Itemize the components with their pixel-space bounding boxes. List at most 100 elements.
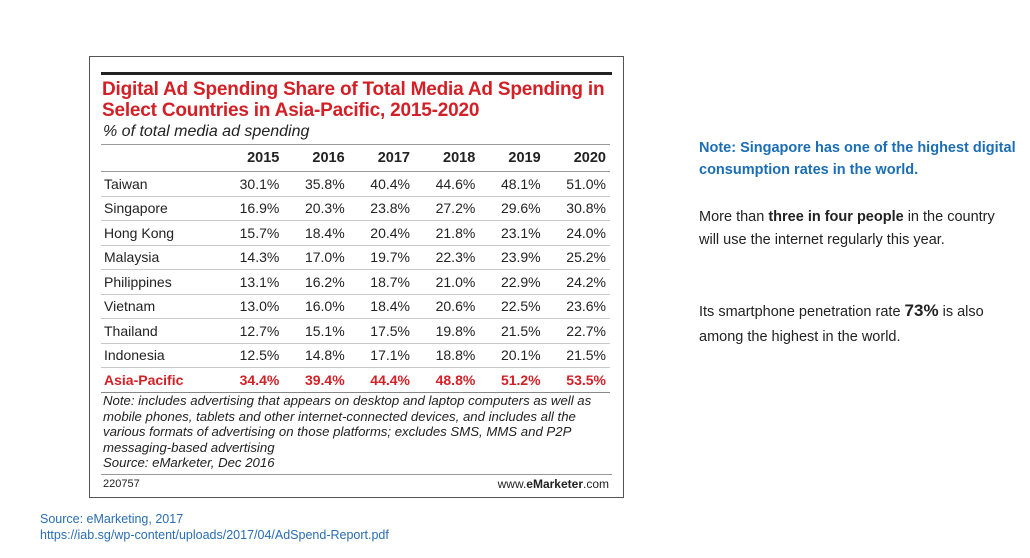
brand-name: eMarketer bbox=[526, 477, 583, 491]
value-cell: 21.0% bbox=[413, 269, 480, 295]
p1-a: More than bbox=[699, 209, 769, 225]
value-cell: 18.4% bbox=[283, 220, 349, 246]
value-cell: 23.6% bbox=[544, 294, 610, 319]
value-cell: 24.2% bbox=[544, 269, 610, 295]
table-row: Hong Kong 15.7% 18.4% 20.4% 21.8% 23.1% 24.0% bbox=[101, 220, 610, 246]
top-rule bbox=[101, 72, 612, 75]
value-cell: 13.0% bbox=[218, 294, 284, 319]
side-note: Note: Singapore has one of the highest d… bbox=[699, 140, 1016, 178]
value-cell: 22.7% bbox=[544, 318, 610, 344]
value-cell: 29.6% bbox=[479, 196, 545, 221]
value-cell: 20.6% bbox=[413, 294, 480, 319]
value-cell: 16.2% bbox=[283, 269, 349, 295]
total-value-cell: 34.4% bbox=[218, 367, 284, 393]
value-cell: 17.1% bbox=[348, 343, 414, 368]
header-year: 2019 bbox=[479, 144, 545, 172]
value-cell: 17.0% bbox=[283, 245, 349, 270]
source-url[interactable]: https://iab.sg/wp-content/uploads/2017/0… bbox=[40, 528, 389, 542]
value-cell: 30.8% bbox=[544, 196, 610, 221]
header-year: 2017 bbox=[348, 144, 414, 172]
value-cell: 17.5% bbox=[348, 318, 414, 344]
total-name: Asia-Pacific bbox=[101, 367, 218, 393]
header-year: 2015 bbox=[218, 144, 284, 172]
p1-b: three in four people bbox=[768, 209, 904, 225]
chart-subtitle: % of total media ad spending bbox=[103, 123, 310, 140]
value-cell: 12.5% bbox=[218, 343, 284, 368]
total-value-cell: 53.5% bbox=[544, 367, 610, 393]
chart-title: Digital Ad Spending Share of Total Media… bbox=[102, 79, 605, 121]
table-row: Vietnam 13.0% 16.0% 18.4% 20.6% 22.5% 23.6% bbox=[101, 294, 610, 319]
side-paragraph-1: More than three in four people in the co… bbox=[699, 206, 1009, 252]
value-cell: 18.8% bbox=[413, 343, 480, 368]
header-year: 2016 bbox=[283, 144, 349, 172]
value-cell: 27.2% bbox=[413, 196, 480, 221]
p2-a: Its smartphone penetration rate bbox=[699, 304, 905, 320]
country-name: Philippines bbox=[101, 269, 218, 295]
value-cell: 21.8% bbox=[413, 220, 480, 246]
value-cell: 15.7% bbox=[218, 220, 284, 246]
value-cell: 14.3% bbox=[218, 245, 284, 270]
total-value-cell: 48.8% bbox=[413, 367, 480, 393]
p2-b: 73% bbox=[904, 301, 939, 320]
value-cell: 30.1% bbox=[218, 171, 284, 197]
table-row: Taiwan 30.1% 35.8% 40.4% 44.6% 48.1% 51.0% bbox=[101, 171, 610, 197]
value-cell: 22.5% bbox=[479, 294, 545, 319]
p1-c: in the country will use the internet reg… bbox=[699, 209, 995, 248]
value-cell: 16.0% bbox=[283, 294, 349, 319]
value-cell: 23.8% bbox=[348, 196, 414, 221]
data-table: 2015 2016 2017 2018 2019 2020 Taiwan 30.1… bbox=[101, 144, 610, 393]
header-row: 2015 2016 2017 2018 2019 2020 bbox=[101, 144, 610, 172]
total-value-cell: 39.4% bbox=[283, 367, 349, 393]
total-value-cell: 51.2% bbox=[479, 367, 545, 393]
table-row: Malaysia 14.3% 17.0% 19.7% 22.3% 23.9% 25.2% bbox=[101, 245, 610, 270]
source-block: Source: eMarketing, 2017 https://iab.sg/… bbox=[40, 511, 389, 543]
value-cell: 21.5% bbox=[544, 343, 610, 368]
brand-suffix: .com bbox=[582, 477, 609, 491]
table-body: Taiwan 30.1% 35.8% 40.4% 44.6% 48.1% 51.0% Sing… bbox=[101, 171, 610, 393]
value-cell: 25.2% bbox=[544, 245, 610, 270]
value-cell: 23.9% bbox=[479, 245, 545, 270]
header-blank bbox=[101, 144, 218, 172]
total-row: Asia-Pacific 34.4% 39.4% 44.4% 48.8% 51.2% 53.… bbox=[101, 367, 610, 393]
value-cell: 40.4% bbox=[348, 171, 414, 197]
country-name: Vietnam bbox=[101, 294, 218, 319]
side-paragraph-2: Its smartphone penetration rate 73% is a… bbox=[699, 298, 1019, 350]
value-cell: 18.4% bbox=[348, 294, 414, 319]
table-row: Indonesia 12.5% 14.8% 17.1% 18.8% 20.1% 21.5% bbox=[101, 343, 610, 368]
value-cell: 18.7% bbox=[348, 269, 414, 295]
value-cell: 22.9% bbox=[479, 269, 545, 295]
chart-id: 220757 bbox=[103, 478, 140, 490]
brand-url: www.eMarketer.com bbox=[498, 477, 609, 491]
country-name: Thailand bbox=[101, 318, 218, 344]
value-cell: 35.8% bbox=[283, 171, 349, 197]
value-cell: 48.1% bbox=[479, 171, 545, 197]
footer-rule bbox=[101, 474, 612, 475]
value-cell: 20.3% bbox=[283, 196, 349, 221]
source-line: Source: eMarketing, 2017 bbox=[40, 512, 184, 526]
value-cell: 22.3% bbox=[413, 245, 480, 270]
country-name: Hong Kong bbox=[101, 220, 218, 246]
footnote-source: Source: eMarketer, Dec 2016 bbox=[103, 455, 275, 470]
value-cell: 16.9% bbox=[218, 196, 284, 221]
value-cell: 23.1% bbox=[479, 220, 545, 246]
value-cell: 44.6% bbox=[413, 171, 480, 197]
table-row: Singapore 16.9% 20.3% 23.8% 27.2% 29.6% 30.8% bbox=[101, 196, 610, 221]
value-cell: 21.5% bbox=[479, 318, 545, 344]
header-year: 2020 bbox=[544, 144, 610, 172]
value-cell: 12.7% bbox=[218, 318, 284, 344]
country-name: Indonesia bbox=[101, 343, 218, 368]
value-cell: 15.1% bbox=[283, 318, 349, 344]
country-name: Singapore bbox=[101, 196, 218, 221]
table-row: Thailand 12.7% 15.1% 17.5% 19.8% 21.5% 22.7% bbox=[101, 318, 610, 344]
country-name: Malaysia bbox=[101, 245, 218, 270]
value-cell: 14.8% bbox=[283, 343, 349, 368]
table-row: Philippines 13.1% 16.2% 18.7% 21.0% 22.9% 24.2… bbox=[101, 269, 610, 295]
value-cell: 51.0% bbox=[544, 171, 610, 197]
value-cell: 13.1% bbox=[218, 269, 284, 295]
total-value-cell: 44.4% bbox=[348, 367, 414, 393]
country-name: Taiwan bbox=[101, 171, 218, 197]
p2-c: is also among the highest in the world. bbox=[699, 304, 984, 345]
value-cell: 19.8% bbox=[413, 318, 480, 344]
value-cell: 24.0% bbox=[544, 220, 610, 246]
value-cell: 19.7% bbox=[348, 245, 414, 270]
